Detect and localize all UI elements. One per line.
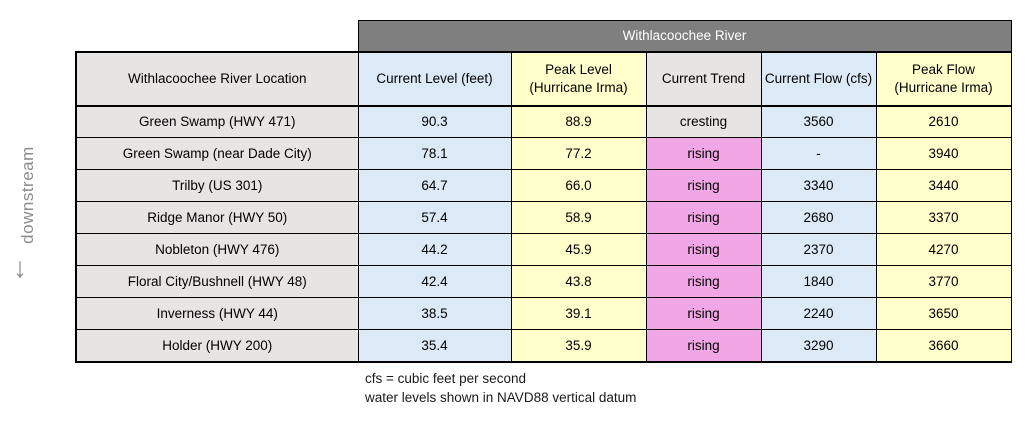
cell-peak-level: 45.9	[510, 233, 647, 266]
banner-spacer	[76, 21, 358, 52]
footnote-cfs: cfs = cubic feet per second	[365, 371, 526, 386]
cell-current-flow: 3290	[760, 329, 877, 363]
cell-location: Nobleton (HWY 476)	[75, 233, 359, 266]
header-row: Withlacoochee River Location Current Lev…	[75, 50, 1012, 107]
cell-peak-level: 43.8	[510, 265, 647, 298]
column-header-current-level: Current Level (feet)	[357, 50, 512, 107]
cell-peak-flow: 3440	[875, 169, 1012, 202]
cell-peak-flow: 3650	[875, 297, 1012, 330]
cell-current-flow: 2370	[760, 233, 877, 266]
banner-row: Withlacoochee River	[76, 20, 1012, 52]
table-row: Green Swamp (near Dade City) 78.1 77.2 r…	[75, 137, 1012, 170]
cell-location: Inverness (HWY 44)	[75, 297, 359, 330]
table-row: Holder (HWY 200) 35.4 35.9 rising 3290 3…	[75, 329, 1012, 363]
cell-peak-flow: 3940	[875, 137, 1012, 170]
cell-current-level: 44.2	[357, 233, 512, 266]
column-header-current-flow: Current Flow (cfs)	[760, 50, 877, 107]
column-header-current-trend: Current Trend	[645, 50, 762, 107]
cell-current-level: 78.1	[357, 137, 512, 170]
cell-peak-flow: 3660	[875, 329, 1012, 363]
cell-peak-flow: 3370	[875, 201, 1012, 234]
cell-current-trend: rising	[645, 233, 762, 266]
cell-current-trend: rising	[645, 169, 762, 202]
river-levels-table: Withlacoochee River Withlacoochee River …	[75, 20, 1012, 363]
cell-current-flow: 1840	[760, 265, 877, 298]
cell-current-flow: 2680	[760, 201, 877, 234]
downstream-arrow-icon: ↓	[13, 252, 27, 283]
cell-current-flow: 3340	[760, 169, 877, 202]
table-row: Green Swamp (HWY 471) 90.3 88.9 cresting…	[75, 105, 1012, 138]
table-title: Withlacoochee River	[357, 20, 1012, 52]
cell-peak-level: 77.2	[510, 137, 647, 170]
cell-current-trend: rising	[645, 297, 762, 330]
cell-current-trend: rising	[645, 265, 762, 298]
cell-current-flow: 2240	[760, 297, 877, 330]
cell-peak-flow: 4270	[875, 233, 1012, 266]
cell-location: Ridge Manor (HWY 50)	[75, 201, 359, 234]
cell-current-level: 64.7	[357, 169, 512, 202]
cell-current-level: 42.4	[357, 265, 512, 298]
table-row: Nobleton (HWY 476) 44.2 45.9 rising 2370…	[75, 233, 1012, 266]
cell-peak-level: 39.1	[510, 297, 647, 330]
table-row: Inverness (HWY 44) 38.5 39.1 rising 2240…	[75, 297, 1012, 330]
cell-current-trend: rising	[645, 137, 762, 170]
cell-current-level: 38.5	[357, 297, 512, 330]
cell-peak-level: 88.9	[510, 105, 647, 138]
cell-peak-flow: 2610	[875, 105, 1012, 138]
downstream-label: downstream	[18, 146, 37, 244]
cell-location: Green Swamp (HWY 471)	[75, 105, 359, 138]
column-header-peak-flow: Peak Flow (Hurricane Irma)	[875, 50, 1012, 107]
table-row: Floral City/Bushnell (HWY 48) 42.4 43.8 …	[75, 265, 1012, 298]
cell-current-level: 35.4	[357, 329, 512, 363]
cell-current-level: 90.3	[357, 105, 512, 138]
cell-current-flow: -	[760, 137, 877, 170]
column-header-location: Withlacoochee River Location	[75, 50, 359, 107]
footnotes: cfs = cubic feet per second water levels…	[365, 369, 636, 407]
cell-peak-level: 66.0	[510, 169, 647, 202]
cell-current-flow: 3560	[760, 105, 877, 138]
cell-peak-level: 58.9	[510, 201, 647, 234]
cell-location: Holder (HWY 200)	[75, 329, 359, 363]
cell-location: Floral City/Bushnell (HWY 48)	[75, 265, 359, 298]
table-row: Trilby (US 301) 64.7 66.0 rising 3340 34…	[75, 169, 1012, 202]
cell-location: Green Swamp (near Dade City)	[75, 137, 359, 170]
cell-current-trend: cresting	[645, 105, 762, 138]
cell-peak-flow: 3770	[875, 265, 1012, 298]
column-header-peak-level: Peak Level (Hurricane Irma)	[510, 50, 647, 107]
cell-current-trend: rising	[645, 201, 762, 234]
table-row: Ridge Manor (HWY 50) 57.4 58.9 rising 26…	[75, 201, 1012, 234]
cell-current-trend: rising	[645, 329, 762, 363]
cell-peak-level: 35.9	[510, 329, 647, 363]
cell-current-level: 57.4	[357, 201, 512, 234]
footnote-datum: water levels shown in NAVD88 vertical da…	[365, 390, 637, 405]
cell-location: Trilby (US 301)	[75, 169, 359, 202]
